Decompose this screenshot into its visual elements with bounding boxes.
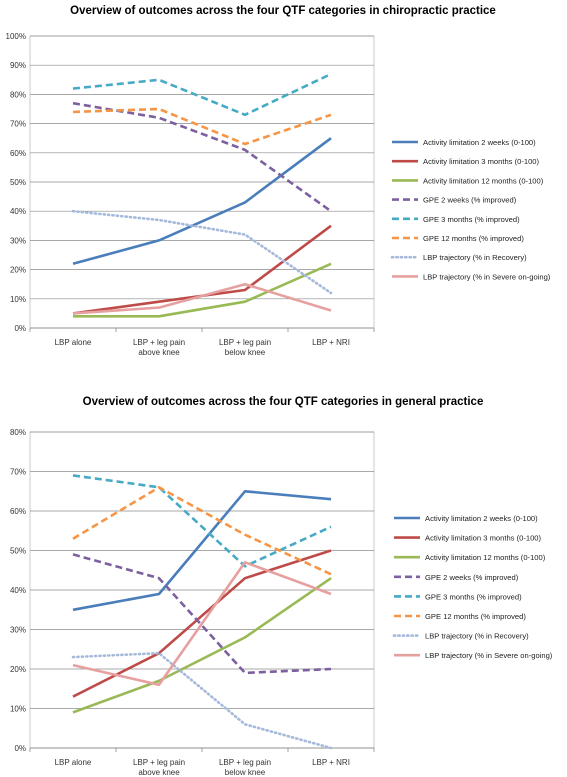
legend-label: Activity limitation 3 months (0-100) (423, 157, 540, 166)
y-tick-label: 0% (14, 744, 26, 753)
y-tick-label: 10% (10, 295, 26, 304)
legend-label: GPE 2 weeks (% improved) (425, 573, 519, 582)
y-tick-label: 50% (10, 547, 26, 556)
y-tick-label: 80% (10, 90, 26, 99)
legend-label: GPE 12 months (% improved) (423, 234, 524, 243)
y-tick-label: 0% (14, 324, 26, 333)
legend-label: LBP trajectory (% in Severe on-going) (425, 651, 553, 660)
series-line (72, 577, 332, 714)
legend-label: Activity limitation 2 weeks (0-100) (425, 514, 538, 523)
series-line (72, 107, 332, 146)
x-tick-label: LBP + NRI (312, 338, 350, 347)
y-tick-label: 50% (10, 178, 26, 187)
x-tick-label: LBP alone (55, 338, 92, 347)
series-line (72, 553, 332, 675)
legend-label: LBP trajectory (% in Recovery) (423, 253, 527, 262)
y-tick-label: 100% (6, 32, 26, 41)
y-tick-label: 60% (10, 149, 26, 158)
y-tick-label: 10% (10, 705, 26, 714)
x-tick-label: LBP + NRI (312, 758, 350, 767)
chiropractic-outcomes-chart: Overview of outcomes across the four QTF… (6, 5, 551, 357)
x-tick-label: LBP + leg pain above knee (133, 338, 185, 357)
legend-label: GPE 3 months (% improved) (423, 215, 520, 224)
legend-label: LBP trajectory (% in Severe on-going) (423, 272, 551, 281)
x-tick-label: LBP + leg pain above knee (133, 758, 185, 777)
y-tick-label: 20% (10, 665, 26, 674)
series-line (72, 282, 332, 315)
y-tick-label: 60% (10, 507, 26, 516)
chart-title: Overview of outcomes across the four QTF… (83, 396, 484, 408)
series-line (71, 651, 333, 750)
series-line (72, 72, 332, 117)
x-tick-label: LBP + leg pain below knee (219, 338, 271, 357)
legend-label: LBP trajectory (% in Recovery) (425, 632, 529, 641)
legend-label: Activity limitation 12 months (0-100) (423, 176, 544, 185)
series-line (72, 561, 332, 687)
series-line (72, 474, 332, 568)
legend-label: Activity limitation 3 months (0-100) (425, 534, 542, 543)
legend-label: GPE 2 weeks (% improved) (423, 196, 517, 205)
legend-label: GPE 3 months (% improved) (425, 592, 522, 601)
series-line (71, 209, 333, 295)
series-line (72, 101, 332, 213)
y-tick-label: 90% (10, 61, 26, 70)
y-tick-label: 40% (10, 586, 26, 595)
series-line (72, 486, 332, 576)
y-tick-label: 20% (10, 266, 26, 275)
y-tick-label: 80% (10, 428, 26, 437)
general-practice-outcomes-chart: Overview of outcomes across the four QTF… (10, 396, 553, 777)
y-tick-label: 30% (10, 236, 26, 245)
legend-label: Activity limitation 12 months (0-100) (425, 553, 546, 562)
y-tick-label: 40% (10, 207, 26, 216)
legend-label: Activity limitation 2 weeks (0-100) (423, 138, 536, 147)
legend-label: GPE 12 months (% improved) (425, 612, 526, 621)
series-line (72, 490, 332, 612)
series-line (73, 262, 332, 318)
y-tick-label: 70% (10, 468, 26, 477)
x-tick-label: LBP + leg pain below knee (219, 758, 271, 777)
y-tick-label: 30% (10, 626, 26, 635)
chart-title: Overview of outcomes across the four QTF… (70, 5, 496, 17)
y-tick-label: 70% (10, 120, 26, 129)
series-line (72, 137, 332, 266)
x-tick-label: LBP alone (55, 758, 92, 767)
